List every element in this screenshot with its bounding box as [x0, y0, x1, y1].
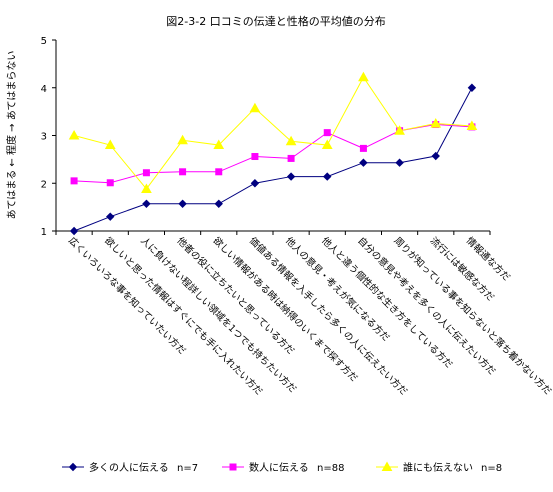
x-tick-label: 流行には敏感な方だ — [428, 235, 497, 304]
data-point — [69, 226, 79, 236]
chart-title: 図2-3-2 口コミの伝達と性格の平均値の分布 — [166, 14, 385, 28]
data-point — [142, 199, 151, 208]
data-point — [286, 172, 296, 181]
data-point — [251, 153, 259, 161]
data-point — [358, 71, 369, 82]
legend-series-count: n=88 — [317, 463, 344, 474]
data-point — [141, 183, 152, 193]
data-point — [359, 158, 368, 167]
y-tick-label: 2 — [41, 179, 47, 190]
plot-layer: 12345広くいろいろな事を知っていたい方だ欲しいと思った情報はすぐにでも手に入… — [41, 36, 553, 398]
y-tick-label: 4 — [41, 84, 47, 95]
data-point — [106, 179, 114, 187]
data-point — [249, 102, 261, 113]
data-point — [467, 83, 477, 92]
data-point — [142, 169, 150, 177]
legend-series-name: 誰にも伝えない — [403, 461, 473, 474]
data-point — [178, 199, 187, 208]
y-tick-label: 3 — [41, 132, 47, 143]
data-point — [104, 139, 116, 150]
data-point — [215, 168, 223, 176]
data-point — [287, 154, 295, 162]
data-point — [179, 168, 187, 176]
data-point — [323, 129, 331, 137]
data-point — [177, 134, 188, 145]
data-point — [466, 120, 478, 130]
x-tick-label: 周りが知っている事を知らないと落ち着かない方だ — [391, 235, 553, 398]
data-point — [321, 139, 333, 150]
y-tick-label: 1 — [41, 227, 47, 238]
data-point — [394, 125, 405, 135]
legend-marker — [229, 463, 237, 471]
legend-series-count: n=7 — [177, 463, 198, 474]
legend: 多くの人に伝える n=7 数人に伝える n=88 誰にも伝えない n=8 — [62, 461, 502, 474]
series-line — [73, 76, 472, 190]
legend-series-count: n=8 — [481, 463, 502, 474]
legend-series-name: 多くの人に伝える — [89, 461, 169, 474]
x-tick-label: 他人と違う個性的な生き方をしている方だ — [319, 235, 455, 371]
legend-marker — [68, 462, 78, 472]
legend-series-name: 数人に伝える — [249, 461, 309, 474]
series-line — [73, 87, 473, 232]
data-point — [431, 151, 440, 161]
data-point — [250, 179, 260, 188]
data-point — [285, 135, 297, 146]
legend-marker — [381, 461, 393, 471]
data-point — [323, 172, 332, 181]
data-point — [70, 177, 78, 185]
data-point — [68, 129, 80, 140]
data-point — [359, 144, 367, 152]
y-tick-label: 5 — [41, 36, 47, 47]
data-point — [214, 199, 223, 208]
data-point — [430, 118, 442, 128]
data-point — [395, 158, 404, 167]
data-point — [213, 139, 225, 150]
data-point — [106, 212, 115, 221]
y-axis-label: あてはまる ← 程度 → あてはまらない — [5, 51, 18, 220]
